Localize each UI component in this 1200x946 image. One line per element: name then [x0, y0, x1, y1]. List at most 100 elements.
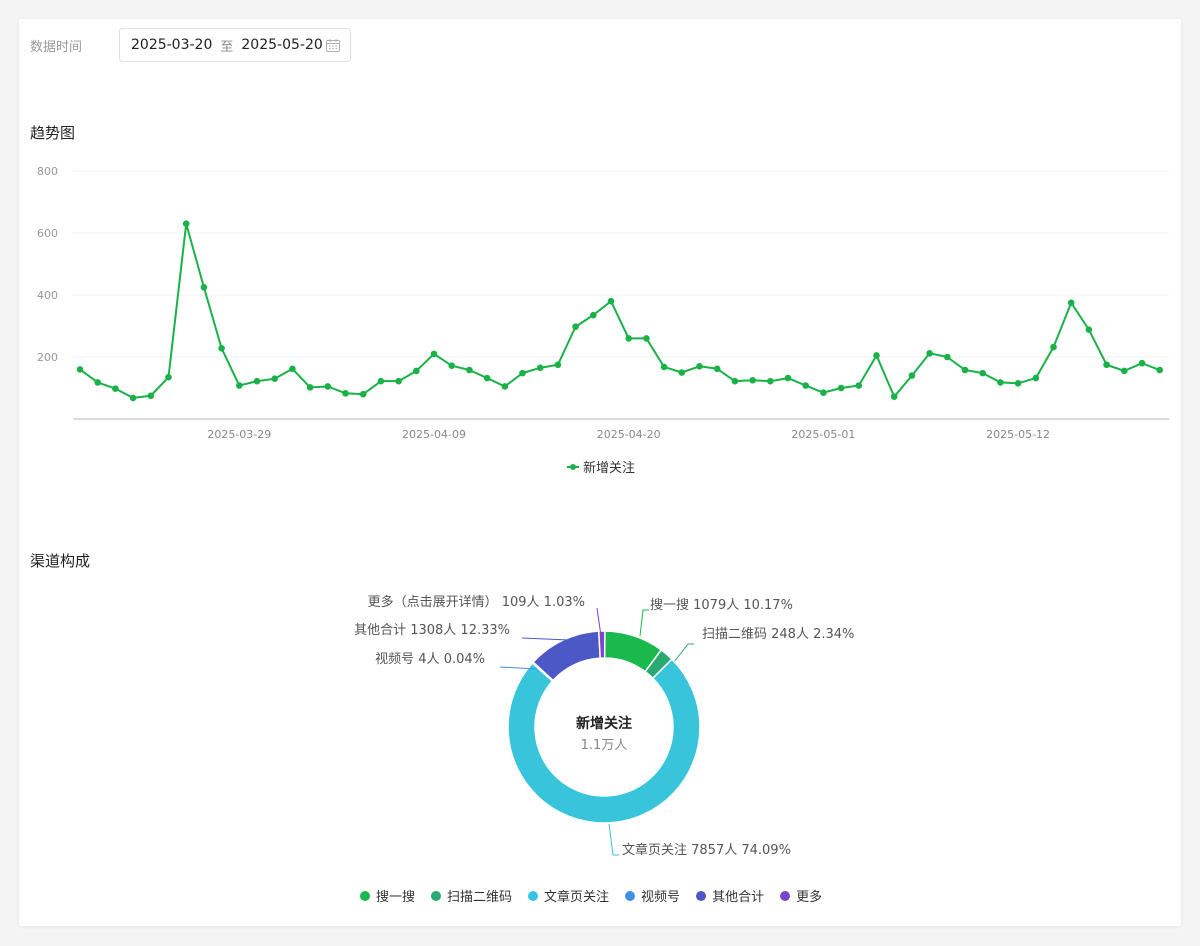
y-tick-label: 200	[37, 351, 58, 364]
data-point	[1032, 374, 1040, 382]
data-point	[944, 353, 951, 361]
data-point	[395, 377, 402, 385]
data-point	[1085, 326, 1093, 334]
date-end[interactable]: 2025-05-20	[241, 37, 323, 53]
data-point	[1121, 367, 1128, 375]
data-point	[94, 379, 101, 386]
data-point	[342, 389, 349, 397]
data-point	[76, 366, 84, 373]
legend-label: 新增关注	[583, 461, 636, 476]
data-point	[749, 376, 756, 384]
donut-slice-label: 其他合计 1308人 12.33%	[354, 623, 510, 638]
donut-slice	[532, 630, 602, 682]
data-point	[448, 362, 456, 369]
donut-slice-label: 搜一搜 1079人 10.17%	[650, 598, 793, 613]
data-point	[696, 363, 703, 370]
donut-slice-label: 更多（点击展开详情） 109人 1.03%	[368, 594, 585, 610]
donut-label-line	[639, 609, 649, 637]
data-point	[855, 382, 863, 389]
dashboard-card: 数据时间 2025-03-20 至 2025-05-20 趋势图 渠道构成 20…	[19, 19, 1181, 926]
legend-label: 文章页关注	[544, 890, 610, 905]
trend-legend: 新增关注	[559, 457, 643, 476]
data-point	[1103, 361, 1110, 369]
legend-item[interactable]: 视频号	[625, 886, 680, 905]
legend-label: 扫描二维码	[447, 890, 513, 905]
data-point	[377, 377, 385, 385]
donut-slice	[597, 630, 606, 659]
legend-dot	[431, 890, 442, 901]
data-point	[961, 366, 969, 374]
trend-title: 趋势图	[30, 124, 76, 142]
legend-label: 其他合计	[712, 890, 765, 905]
data-point	[713, 365, 721, 373]
date-filter-label: 数据时间	[30, 40, 83, 55]
x-tick-label: 2025-04-20	[597, 428, 661, 441]
data-point	[289, 365, 296, 373]
data-point	[1138, 359, 1146, 367]
data-point	[908, 372, 916, 379]
legend-label: 搜一搜	[376, 890, 416, 905]
date-range-picker[interactable]: 2025-03-20 至 2025-05-20	[119, 28, 351, 62]
y-tick-label: 400	[37, 289, 58, 302]
data-point	[554, 361, 562, 369]
data-point	[466, 366, 473, 374]
data-point	[837, 384, 845, 392]
x-tick-label: 2025-04-09	[402, 428, 466, 441]
data-point	[572, 323, 579, 330]
donut-hole	[536, 659, 672, 795]
data-point	[1014, 380, 1022, 387]
data-point	[306, 384, 314, 391]
data-point	[1067, 299, 1075, 307]
data-point	[590, 311, 597, 319]
data-point	[625, 335, 632, 342]
donut-slice	[644, 648, 673, 680]
donut-label-line	[596, 607, 602, 637]
data-point	[643, 335, 650, 342]
data-point	[767, 377, 774, 385]
donut-label-line	[673, 643, 694, 663]
donut-slice	[531, 661, 555, 683]
date-separator: 至	[220, 39, 234, 55]
data-point	[536, 364, 544, 372]
legend-item[interactable]: 文章页关注	[528, 886, 609, 905]
data-point	[926, 349, 933, 357]
calendar-icon[interactable]	[326, 39, 340, 52]
data-point	[483, 374, 491, 382]
legend-dot	[696, 890, 707, 901]
y-tick-label: 800	[37, 165, 58, 178]
data-point	[873, 352, 880, 359]
donut-slice-label: 扫描二维码 248人 2.34%	[702, 627, 854, 642]
channel-legend: 搜一搜 扫描二维码 文章页关注 视频号 其他合计 更多	[352, 886, 830, 905]
data-point	[359, 390, 367, 398]
legend-item[interactable]: 更多	[780, 886, 822, 905]
legend-item-new-followers[interactable]: 新增关注	[567, 457, 635, 476]
donut-slice-label: 文章页关注 7857人 74.09%	[622, 842, 791, 858]
y-tick-label: 600	[37, 227, 58, 240]
data-point	[997, 379, 1004, 386]
data-point	[820, 389, 827, 396]
data-point	[413, 367, 420, 375]
legend-item[interactable]: 扫描二维码	[431, 886, 512, 905]
data-point	[1050, 343, 1057, 351]
donut-label-line	[521, 637, 570, 641]
legend-dot	[780, 890, 791, 901]
data-point	[200, 283, 208, 291]
data-point	[890, 393, 898, 400]
data-point	[501, 383, 509, 390]
date-start[interactable]: 2025-03-20	[131, 37, 213, 53]
donut-label-line	[608, 823, 619, 856]
legend-item[interactable]: 搜一搜	[360, 886, 415, 905]
legend-line-marker	[567, 462, 579, 472]
donut-slice-label: 视频号 4人 0.04%	[375, 652, 485, 667]
donut-slice	[507, 658, 701, 824]
legend-item[interactable]: 其他合计	[696, 886, 764, 905]
trend-line-chart: 200 400 600 800 2025-03-29 2025-04-09 2025-04-…	[37, 165, 1169, 441]
data-point	[430, 350, 438, 358]
legend-dot	[528, 890, 539, 901]
legend-label: 更多	[796, 890, 823, 905]
data-point	[1156, 366, 1163, 374]
x-tick-label: 2025-05-01	[791, 428, 855, 441]
data-point	[324, 383, 332, 390]
data-point	[802, 382, 809, 389]
data-point	[731, 377, 739, 385]
